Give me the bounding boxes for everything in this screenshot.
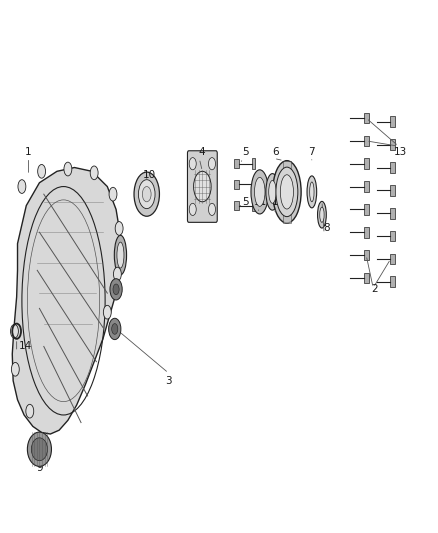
Ellipse shape (276, 167, 298, 216)
Text: 14: 14 (19, 342, 32, 351)
Ellipse shape (32, 438, 47, 461)
Polygon shape (252, 158, 255, 169)
Circle shape (115, 222, 123, 235)
Polygon shape (364, 227, 369, 238)
Polygon shape (252, 200, 255, 211)
Polygon shape (390, 277, 395, 287)
Polygon shape (234, 180, 239, 189)
Circle shape (189, 203, 196, 215)
Text: 1: 1 (25, 147, 32, 157)
Text: 5: 5 (242, 147, 249, 157)
Ellipse shape (138, 180, 155, 208)
Polygon shape (234, 201, 239, 210)
Polygon shape (234, 159, 239, 168)
Circle shape (189, 158, 196, 170)
Text: 5: 5 (242, 197, 249, 207)
Ellipse shape (114, 235, 127, 275)
Circle shape (90, 166, 98, 180)
Ellipse shape (134, 172, 159, 216)
Polygon shape (364, 135, 369, 146)
Circle shape (11, 362, 19, 376)
Circle shape (103, 305, 111, 319)
Polygon shape (364, 112, 369, 123)
Text: 2: 2 (371, 284, 378, 294)
Text: 4: 4 (198, 147, 205, 157)
Ellipse shape (27, 432, 52, 466)
Polygon shape (252, 179, 255, 190)
Polygon shape (390, 139, 395, 150)
Polygon shape (364, 158, 369, 169)
Circle shape (112, 324, 118, 334)
Polygon shape (364, 250, 369, 261)
Text: 10: 10 (142, 170, 155, 180)
Circle shape (113, 267, 121, 281)
Circle shape (208, 158, 215, 170)
FancyBboxPatch shape (187, 151, 217, 222)
Polygon shape (390, 185, 395, 196)
Text: 3: 3 (165, 376, 172, 386)
Circle shape (109, 318, 121, 340)
Ellipse shape (318, 201, 326, 228)
Ellipse shape (268, 181, 276, 203)
Circle shape (113, 284, 119, 295)
Ellipse shape (310, 182, 314, 202)
Circle shape (109, 187, 117, 201)
Text: 12: 12 (272, 197, 285, 207)
Polygon shape (390, 254, 395, 264)
Text: 7: 7 (307, 147, 314, 157)
Polygon shape (390, 208, 395, 219)
Ellipse shape (266, 174, 279, 210)
Polygon shape (390, 162, 395, 173)
Circle shape (110, 279, 122, 300)
Circle shape (11, 325, 18, 338)
Polygon shape (364, 272, 369, 283)
Ellipse shape (251, 170, 268, 214)
Ellipse shape (307, 176, 317, 208)
Ellipse shape (272, 160, 301, 223)
Text: 6: 6 (272, 147, 279, 157)
Circle shape (26, 405, 34, 418)
Circle shape (38, 165, 46, 178)
Text: 11: 11 (254, 197, 267, 207)
Polygon shape (283, 160, 291, 223)
Circle shape (208, 203, 215, 215)
Polygon shape (390, 231, 395, 241)
Ellipse shape (320, 207, 324, 222)
Ellipse shape (142, 187, 151, 202)
Polygon shape (364, 204, 369, 215)
Circle shape (18, 180, 26, 193)
Polygon shape (390, 117, 395, 127)
Circle shape (64, 162, 72, 176)
Text: 8: 8 (323, 223, 330, 233)
Text: 9: 9 (36, 463, 43, 473)
Polygon shape (364, 181, 369, 192)
Ellipse shape (280, 175, 293, 209)
Ellipse shape (254, 177, 265, 206)
Ellipse shape (117, 242, 124, 268)
Polygon shape (12, 167, 120, 434)
Circle shape (194, 171, 211, 202)
Text: 13: 13 (394, 147, 407, 157)
